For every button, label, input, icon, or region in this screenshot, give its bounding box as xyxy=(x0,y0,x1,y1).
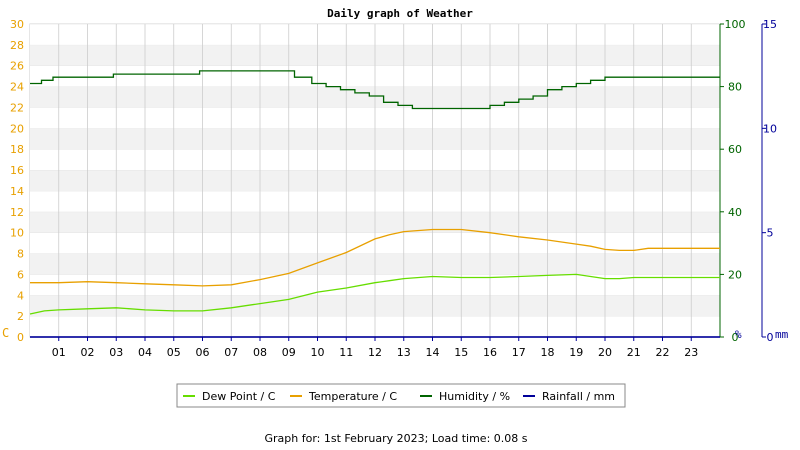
left-tick-label: 8 xyxy=(17,248,24,261)
humidity-tick-label: 100 xyxy=(725,18,746,31)
humidity-tick-label: 60 xyxy=(728,143,742,156)
x-tick-label: 09 xyxy=(282,346,296,359)
humidity-tick-label: 20 xyxy=(728,268,742,281)
humidity-tick-label: 80 xyxy=(728,81,742,94)
x-tick-label: 22 xyxy=(656,346,670,359)
rainfall-tick-label: 0 xyxy=(767,331,774,344)
left-tick-label: 14 xyxy=(10,185,24,198)
legend-label-humidity: Humidity / % xyxy=(439,390,510,403)
humidity-line xyxy=(30,70,720,110)
left-tick-label: 26 xyxy=(10,60,24,73)
left-tick-label: 22 xyxy=(10,101,24,114)
left-unit-label: C xyxy=(2,326,9,340)
rainfall-tick-label: 10 xyxy=(763,122,777,135)
left-tick-label: 20 xyxy=(10,122,24,135)
left-tick-label: 16 xyxy=(10,164,24,177)
rainfall-axis-ticks: 0 5 10 15 xyxy=(762,18,777,344)
left-tick-label: 6 xyxy=(17,268,24,281)
rainfall-tick-label: 5 xyxy=(767,227,774,240)
series-lines xyxy=(29,70,720,338)
legend-label-temperature: Temperature / C xyxy=(308,390,397,403)
humidity-tick-label: 0 xyxy=(732,331,739,344)
footer-text: Graph for: 1st February 2023; Load time:… xyxy=(264,432,527,445)
legend: Dew Point / C Temperature / C Humidity / %… xyxy=(183,390,615,403)
x-tick-label: 17 xyxy=(512,346,526,359)
rainfall-tick-label: 15 xyxy=(763,18,777,31)
rainfall-unit-label: mm xyxy=(775,328,789,341)
vertical-gridlines xyxy=(58,24,692,337)
legend-box xyxy=(176,383,626,408)
left-tick-label: 4 xyxy=(17,289,24,302)
chart-title: Daily graph of Weather xyxy=(327,7,473,20)
left-tick-label: 2 xyxy=(17,310,24,323)
x-tick-label: 08 xyxy=(253,346,267,359)
left-tick-label: 24 xyxy=(10,81,24,94)
x-tick-label: 23 xyxy=(684,346,698,359)
x-tick-label: 07 xyxy=(224,346,238,359)
dew-point-line xyxy=(29,273,720,315)
x-tick-label: 13 xyxy=(397,346,411,359)
x-tick-label: 04 xyxy=(138,346,152,359)
x-tick-label: 15 xyxy=(454,346,468,359)
x-tick-label: 11 xyxy=(339,346,353,359)
humidity-tick-label: 40 xyxy=(728,206,742,219)
x-tick-label: 16 xyxy=(483,346,497,359)
legend-label-rainfall: Rainfall / mm xyxy=(542,390,615,403)
x-tick-label: 14 xyxy=(426,346,440,359)
x-tick-label: 21 xyxy=(627,346,641,359)
x-tick-label: 01 xyxy=(52,346,66,359)
x-tick-label: 02 xyxy=(81,346,95,359)
x-tick-label: 19 xyxy=(569,346,583,359)
left-tick-label: 12 xyxy=(10,206,24,219)
x-tick-label: 12 xyxy=(368,346,382,359)
x-tick-label: 18 xyxy=(541,346,555,359)
x-axis-ticks: 01 02 03 04 05 06 07 08 09 10 11 12 13 14 15 16 17 18 19 20… xyxy=(52,337,698,359)
left-tick-label: 30 xyxy=(10,18,24,31)
humidity-unit-label: % xyxy=(735,328,742,341)
left-tick-label: 0 xyxy=(17,331,24,344)
left-tick-label: 18 xyxy=(10,143,24,156)
temperature-line xyxy=(30,228,720,287)
humidity-axis-ticks: 0 20 40 60 80 100 xyxy=(720,18,746,344)
x-tick-label: 06 xyxy=(196,346,210,359)
left-tick-label: 28 xyxy=(10,39,24,52)
x-tick-label: 03 xyxy=(109,346,123,359)
left-tick-label: 10 xyxy=(10,227,24,240)
legend-label-dew-point: Dew Point / C xyxy=(202,390,276,403)
x-tick-label: 10 xyxy=(311,346,325,359)
x-tick-label: 20 xyxy=(598,346,612,359)
x-tick-label: 05 xyxy=(167,346,181,359)
